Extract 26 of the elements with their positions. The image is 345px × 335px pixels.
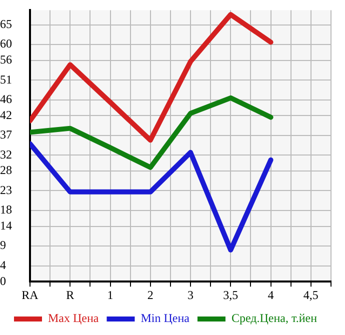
y-tick-label: 14	[0, 218, 12, 232]
x-tick-label: 4	[268, 288, 274, 302]
y-tick-label: 37	[0, 128, 12, 142]
legend-label: Max Цена	[48, 311, 100, 326]
x-tick-label: 4,5	[303, 288, 318, 302]
x-tick-label: 2	[147, 288, 154, 302]
legend-label: Сред.Цена, т.йен	[231, 311, 318, 326]
y-tick-label: 4	[0, 258, 6, 272]
x-tick-label: RA	[22, 288, 39, 302]
y-tick-label: 23	[0, 182, 12, 197]
y-tick-label: 42	[0, 108, 12, 122]
x-tick-label: R	[66, 288, 74, 302]
legend-label: Min Цена	[140, 311, 190, 326]
y-tick-label: 56	[0, 52, 12, 67]
y-tick-label: 60	[0, 36, 12, 51]
y-tick-label: 65	[0, 16, 12, 31]
x-tick-label: 3	[188, 288, 194, 302]
y-tick-label: 9	[0, 238, 6, 252]
x-tick-label: 1	[107, 288, 114, 302]
y-tick-label: 18	[0, 202, 12, 217]
y-tick-label: 51	[0, 72, 12, 86]
y-tick-label: 46	[0, 92, 12, 106]
x-tick-label: 3,5	[223, 288, 238, 302]
y-tick-label: 32	[0, 147, 12, 162]
y-tick-label: 28	[0, 163, 12, 178]
y-tick-label: 0	[0, 274, 6, 288]
